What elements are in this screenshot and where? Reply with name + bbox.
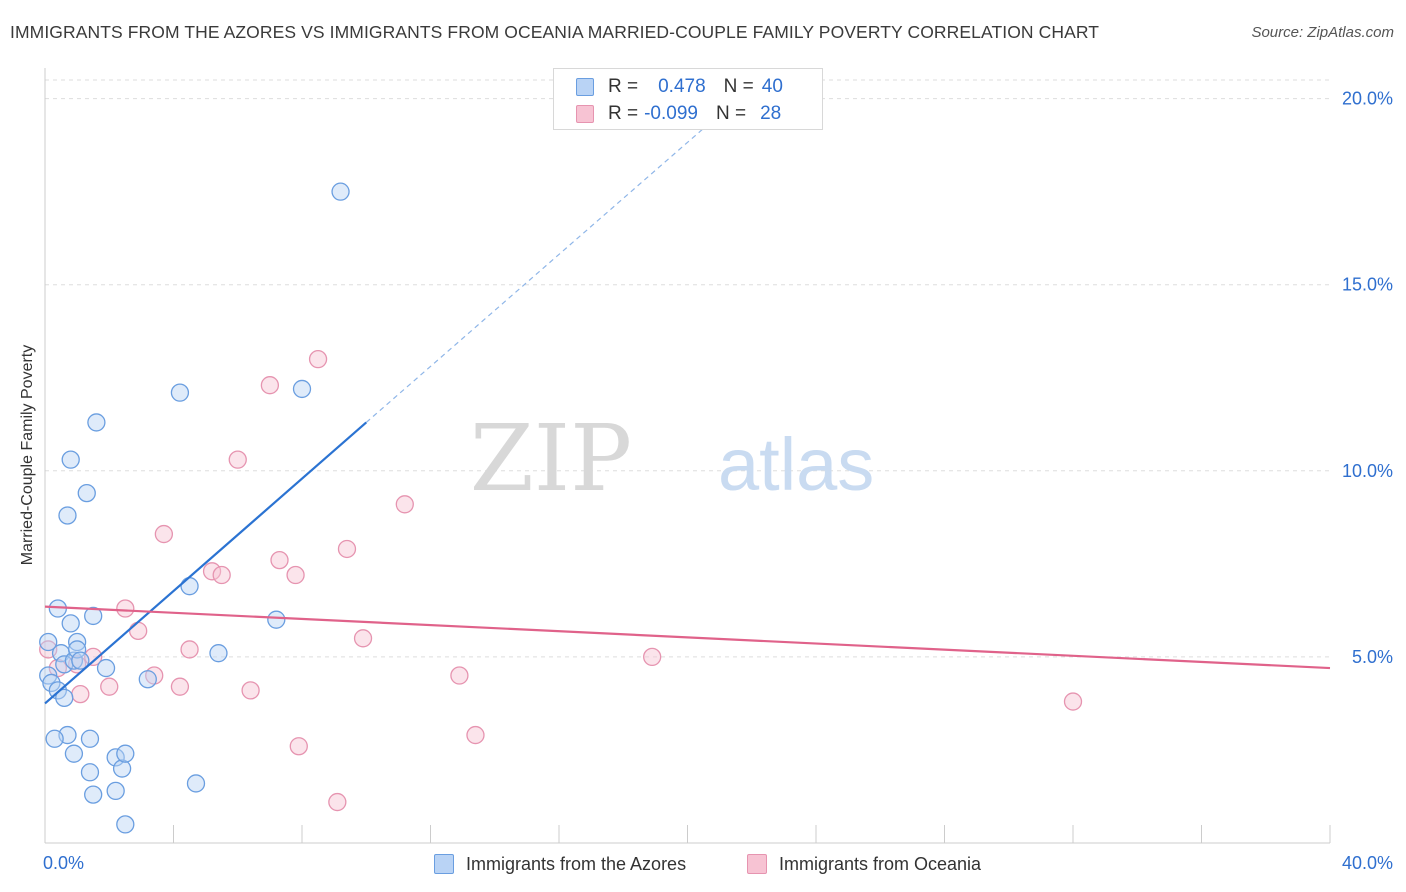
watermark-zip: ZIP [470,405,632,512]
azores-legend-label: Immigrants from the Azores [466,853,687,874]
oceania-point [337,539,357,559]
tick-labels: 5.0% 10.0% 15.0% 20.0% 0.0% 40.0% [43,89,1393,873]
oceania-point [286,565,305,585]
oceania-legend-swatch [747,854,767,874]
azores-point [96,658,116,678]
legend-row-azores: R = 0.478 N = 40 [576,74,783,100]
azores-point [292,379,312,399]
oceania-point [353,629,373,648]
azores-point [84,785,103,804]
azores-point [112,759,132,778]
oceania-point [308,349,328,369]
azores-r-label: R = [608,76,639,97]
oceania-point [643,647,662,667]
oceania-legend-label: Immigrants from Oceania [779,853,982,874]
oceania-point [100,677,119,696]
oceania-point [170,677,190,696]
azores-point [80,763,100,782]
oceania-point [260,376,280,395]
azores-point [61,614,80,633]
azores-point [116,815,135,834]
azores-point [84,606,103,626]
y-tick-label: 15.0% [1342,275,1393,295]
azores-point [55,688,74,707]
y-tick-label: 10.0% [1342,461,1393,481]
oceania-point [450,666,469,685]
oceania-point [180,640,199,659]
watermark-atlas: atlas [718,423,874,506]
series-legend-azores: Immigrants from the Azores [434,850,686,878]
oceania-point [328,792,347,812]
azores-point [64,651,84,670]
correlation-legend: R = 0.478 N = 40 R = -0.099 N = 28 [553,68,823,130]
azores-point [209,644,228,663]
azores-point [71,651,90,670]
azores-point [45,729,64,748]
azores-point [116,744,135,763]
data-points [39,182,1083,834]
azores-legend-swatch [434,854,454,874]
oceania-r-label: R = [608,103,639,124]
oceania-point [1063,692,1083,711]
watermark: ZIP atlas [470,405,874,512]
azores-point [61,450,80,469]
azores-point [67,640,87,659]
azores-point [87,413,106,432]
azores-trend-extension [365,127,704,423]
azores-point [106,781,125,801]
oceania-trend-line [44,605,1331,670]
azores-point [138,670,157,689]
azores-point [58,506,77,525]
azores-point [80,729,100,748]
azores-point [186,774,206,793]
oceania-point [241,681,260,700]
azores-point [180,577,199,596]
oceania-n-value: 28 [760,103,782,124]
series-legend-oceania: Immigrants from Oceania [747,850,981,878]
grid-lines [45,79,1330,658]
azores-swatch [576,78,594,96]
x-tick-label: 0.0% [43,853,84,873]
azores-point [331,182,350,201]
oceania-point [154,524,174,544]
oceania-point [212,565,231,585]
oceania-point [202,562,222,581]
azores-point [42,673,61,693]
axes [44,68,1331,844]
chart-title: IMMIGRANTS FROM THE AZORES VS IMMIGRANTS… [10,22,1100,42]
oceania-point [270,550,289,570]
azores-point [67,632,87,652]
azores-point [267,610,286,629]
oceania-point [71,684,90,704]
oceania-point [466,725,485,745]
azores-point [77,483,96,503]
azores-point [170,383,190,402]
y-tick-label: 5.0% [1352,647,1393,667]
y-tick-label: 20.0% [1342,89,1393,109]
azores-point [39,632,58,652]
oceania-point [289,737,308,756]
azores-point [106,748,125,767]
azores-point [64,744,84,763]
oceania-point [116,599,135,618]
oceania-point [228,450,247,469]
oceania-r-value: -0.099 [644,103,698,124]
x-tick-label: 40.0% [1342,853,1393,873]
oceania-point [129,621,148,640]
source-credit: Source: ZipAtlas.com [1251,24,1394,41]
oceania-n-label: N = [715,103,747,124]
azores-n-value: 40 [761,76,783,97]
azores-trend-line [44,421,367,705]
oceania-point [395,495,414,514]
oceania-swatch [576,105,594,123]
legend-row-oceania: R = -0.099 N = 28 [576,101,781,127]
azores-n-label: N = [723,76,754,97]
trend-lines [44,127,1331,705]
azores-r-value: 0.478 [658,76,706,97]
